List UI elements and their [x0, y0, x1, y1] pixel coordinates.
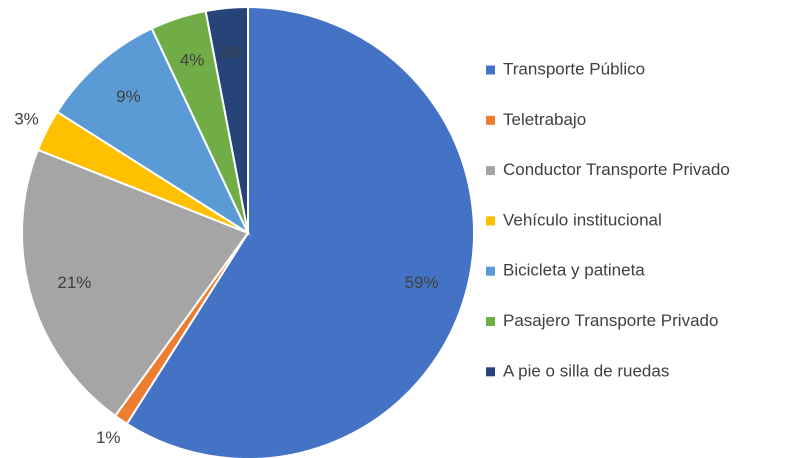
data-label: 4% [180, 51, 205, 70]
legend-swatch [486, 216, 495, 226]
legend-label: Bicicleta y patineta [503, 261, 645, 280]
data-label: 3% [219, 42, 244, 61]
legend-label: Teletrabajo [503, 110, 586, 129]
pie-slice [125, 5, 475, 458]
legend-swatch [486, 115, 495, 125]
data-label: 21% [57, 273, 91, 292]
data-label: 1% [96, 428, 121, 447]
data-label: 3% [14, 110, 39, 129]
legend-swatch [486, 65, 495, 75]
legend-label: Transporte Público [503, 59, 645, 78]
legend-swatch [486, 166, 495, 176]
pie-slice [204, 5, 249, 234]
data-label: 9% [116, 87, 141, 106]
pie-slice [55, 27, 251, 236]
legend-label: Conductor Transporte Privado [503, 160, 730, 179]
legend-label: Vehículo institucional [503, 210, 662, 229]
legend-swatch [486, 266, 495, 276]
legend-label: A pie o silla de ruedas [503, 361, 669, 380]
data-label: 59% [405, 273, 439, 292]
legend-label: Pasajero Transporte Privado [503, 311, 718, 330]
pie-slice [21, 148, 250, 418]
legend-swatch [486, 317, 495, 326]
legend-swatch [486, 367, 495, 377]
